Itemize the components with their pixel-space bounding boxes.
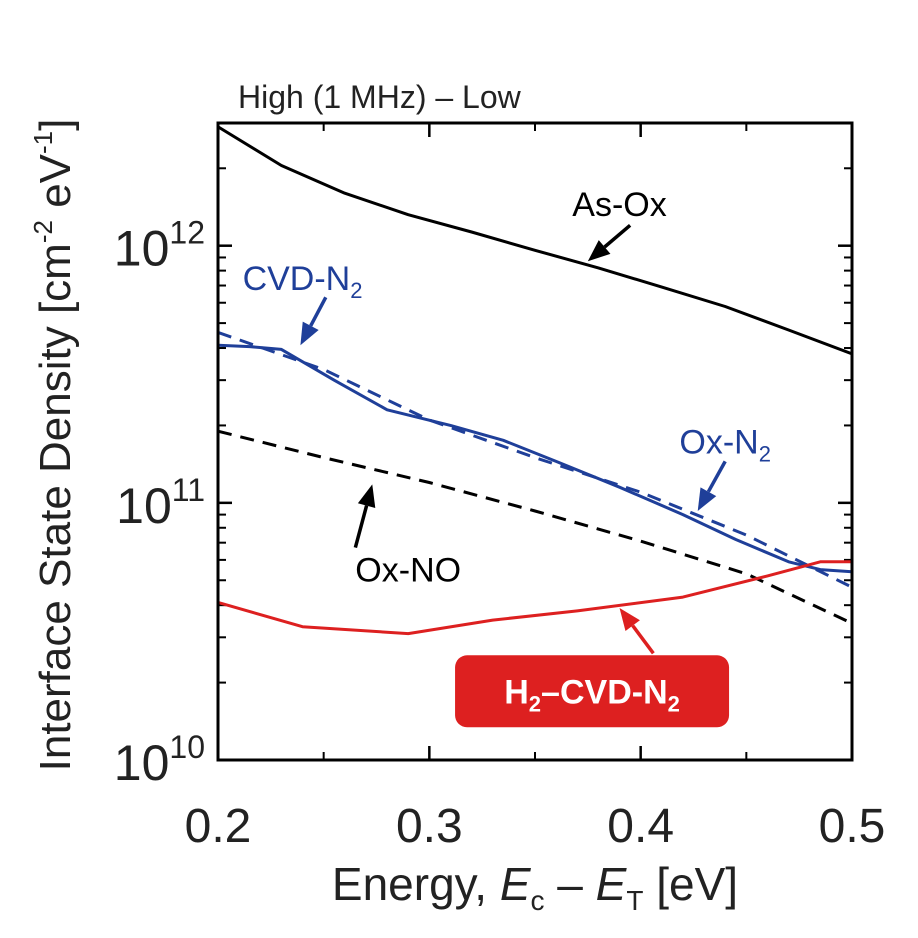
data-series <box>218 125 852 636</box>
y-axis-label-sup1: -2 <box>28 220 58 243</box>
series-line-0 <box>218 125 852 356</box>
annotation-label: Ox-NO <box>355 552 461 590</box>
series-line-4 <box>218 560 852 636</box>
series-line-1 <box>218 343 852 574</box>
annotation-arrow-shaft <box>353 505 369 549</box>
x-axis-label-sub2: T <box>626 885 643 916</box>
x-axis-label: Energy, Ec – ET [eV] <box>332 858 738 916</box>
x-axis-label-e1: E <box>500 858 532 910</box>
annotation-label: CVD-N2 <box>243 260 363 303</box>
annotation-arrow-head <box>697 487 717 511</box>
annotation-arrow-head <box>587 240 611 262</box>
x-axis-label-prefix: Energy, <box>332 858 500 910</box>
x-tick-label: 0.5 <box>819 800 886 853</box>
y-tick-label: 1011 <box>116 472 205 534</box>
annotation-arrow-shaft <box>603 223 632 249</box>
x-axis-label-minus: – <box>545 858 596 910</box>
axis-ticks: 0.2 0.3 0.4 0.5 1010 1011 1012 <box>114 122 886 853</box>
annotation-arrow-shaft <box>631 624 655 655</box>
y-axis-label-main: Interface State Density [cm <box>31 243 80 771</box>
y-axis-label-end: ] <box>31 119 80 131</box>
annotation-box <box>455 655 730 728</box>
annotation-arrow-head <box>357 484 376 508</box>
y-tick-label: 1012 <box>114 215 205 277</box>
annotation-arrow-head <box>300 321 319 346</box>
annotation-arrow-shaft <box>706 460 727 493</box>
chart-title: High (1 MHz) – Low <box>238 79 522 115</box>
x-tick-label: 0.3 <box>396 800 463 853</box>
x-axis-label-e2: E <box>596 858 628 910</box>
x-axis-label-suffix: [eV] <box>643 858 738 910</box>
annotation-arrow-head <box>619 608 640 632</box>
x-axis-label-sub1: c <box>531 885 545 916</box>
y-tick-label: 1010 <box>114 729 205 791</box>
x-tick-label: 0.4 <box>607 800 674 853</box>
y-axis-label-mid: eV <box>31 153 80 220</box>
y-axis-label-sup2: -1 <box>28 131 58 154</box>
annotation-label: H2–CVD-N2 <box>504 673 680 716</box>
svg-text:Interface State Density [cm-2: Interface State Density [cm-2 eV-1] <box>28 119 80 772</box>
annotation-label: Ox-N2 <box>679 424 771 467</box>
annotation-arrow-shaft <box>309 296 328 327</box>
annotation-label: As-Ox <box>572 186 666 224</box>
y-axis-label: Interface State Density [cm-2 eV-1] <box>28 119 80 772</box>
series-line-3 <box>218 429 852 625</box>
plot-frame <box>216 121 854 762</box>
annotations: As-Ox CVD-N2 Ox-N2 Ox-NO H2–CVD-N2 <box>243 186 771 728</box>
x-tick-label: 0.2 <box>185 800 252 853</box>
